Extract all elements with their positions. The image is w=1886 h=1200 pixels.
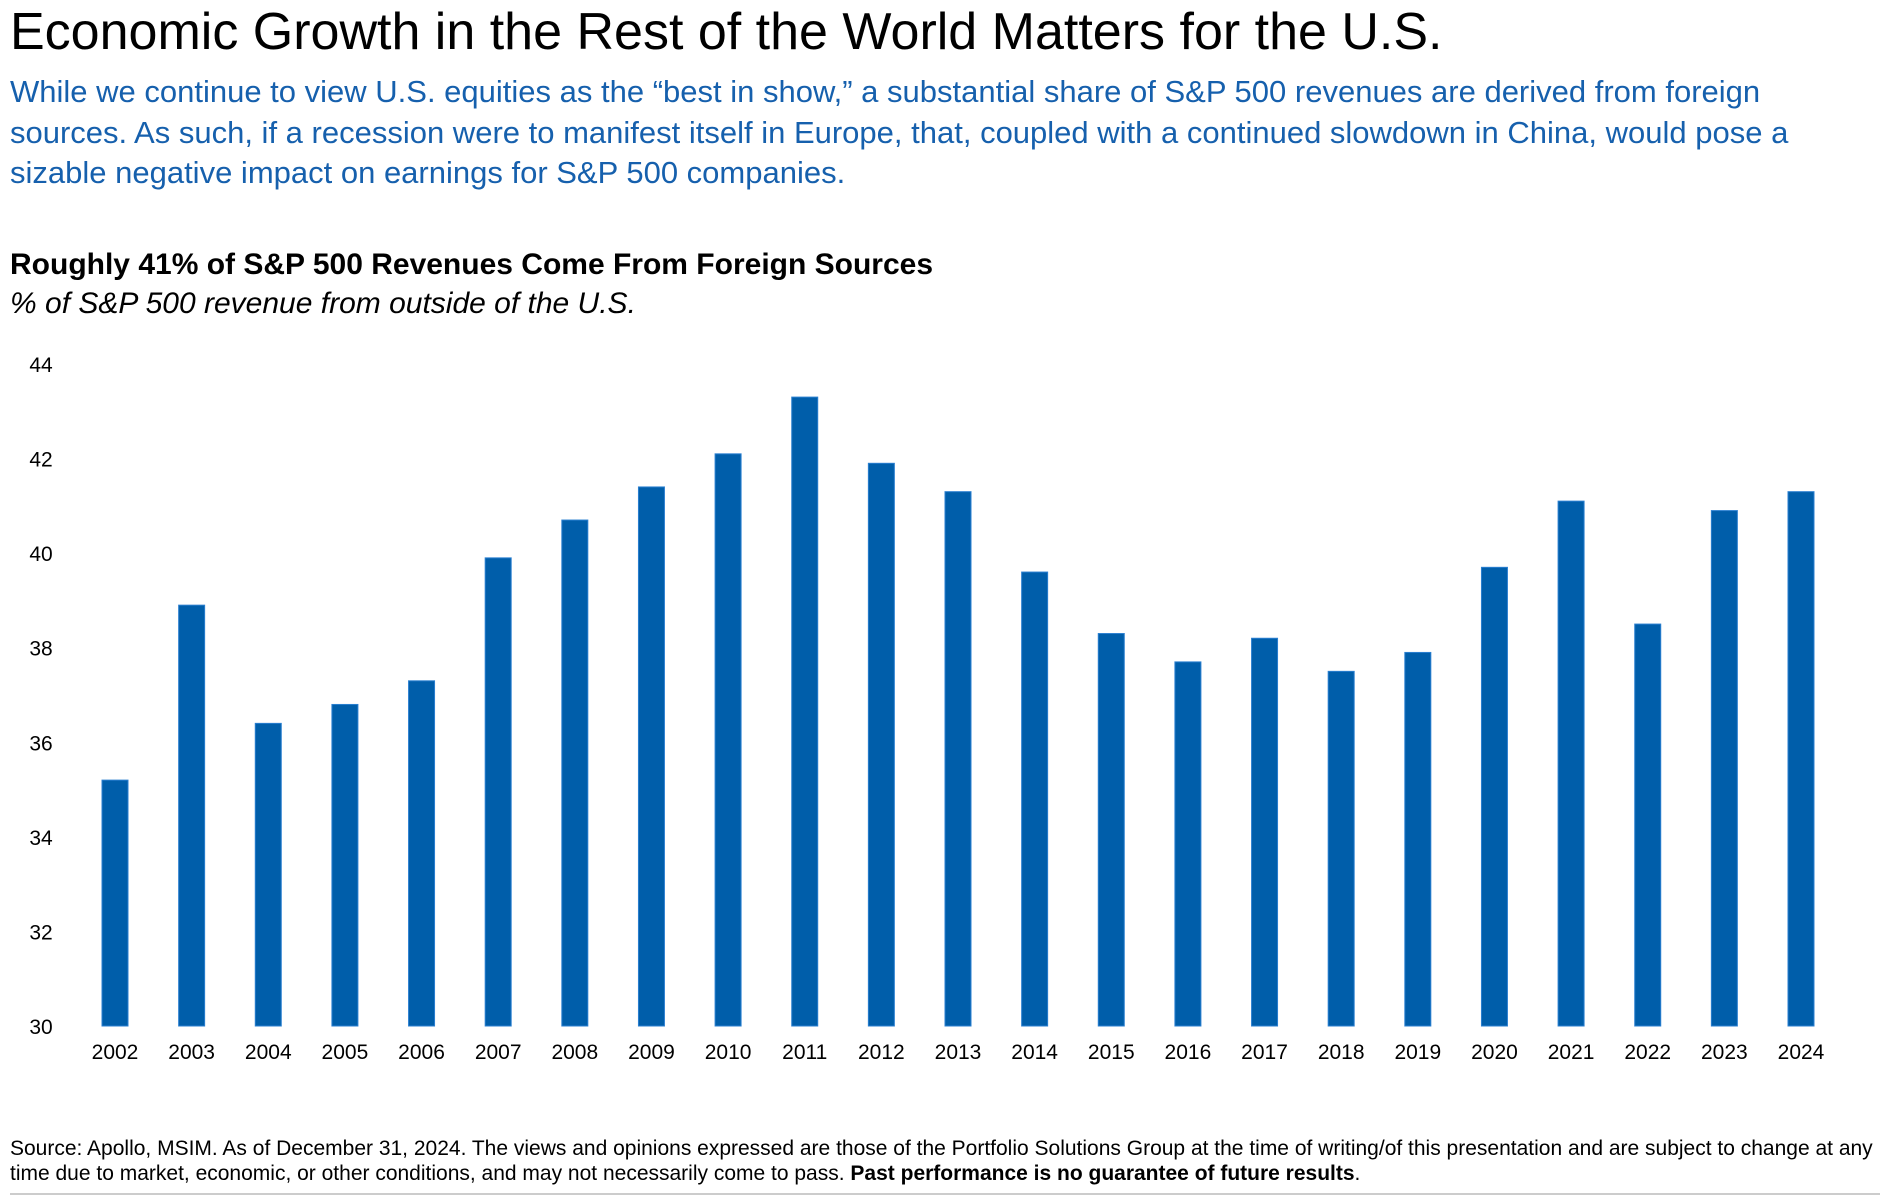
y-tick-label: 40: [29, 543, 52, 566]
source-text: Source: Apollo, MSIM. As of December 31,…: [10, 1137, 1873, 1185]
bars: [101, 396, 1815, 1027]
x-tick-label: 2016: [1165, 1041, 1212, 1064]
bar-2005: [331, 703, 359, 1027]
chart-subtitle: % of S&P 500 revenue from outside of the…: [10, 287, 636, 320]
y-tick-label: 38: [29, 638, 52, 661]
bar-2007: [484, 557, 512, 1027]
bar-2003: [178, 604, 206, 1027]
bar-2016: [1174, 661, 1202, 1027]
x-tick-label: 2004: [245, 1041, 292, 1064]
chart-title: Roughly 41% of S&P 500 Revenues Come Fro…: [10, 248, 934, 281]
x-tick-label: 2005: [322, 1041, 369, 1064]
bar-2020: [1480, 566, 1508, 1027]
bar-2023: [1710, 510, 1738, 1027]
x-tick-label: 2022: [1624, 1041, 1671, 1064]
page-title: Economic Growth in the Rest of the World…: [10, 3, 1443, 61]
x-tick-label: 2012: [858, 1041, 905, 1064]
bar-2011: [791, 396, 819, 1027]
x-tick-label: 2019: [1394, 1041, 1441, 1064]
x-tick-label: 2021: [1548, 1041, 1595, 1064]
x-tick-label: 2024: [1778, 1041, 1825, 1064]
y-tick-label: 32: [29, 921, 52, 944]
x-tick-label: 2010: [705, 1041, 752, 1064]
x-tick-label: 2018: [1318, 1041, 1365, 1064]
x-tick-label: 2006: [398, 1041, 445, 1064]
bar-2018: [1327, 670, 1355, 1027]
bar-2012: [867, 462, 895, 1027]
x-tick-label: 2017: [1241, 1041, 1288, 1064]
bar-2009: [637, 486, 665, 1027]
bar-2021: [1557, 500, 1585, 1027]
bar-2013: [944, 491, 972, 1027]
y-tick-label: 30: [29, 1016, 52, 1039]
bar-2010: [714, 453, 742, 1027]
disclaimer-text: Past performance is no guarantee of futu…: [850, 1162, 1355, 1185]
lead-paragraph: While we continue to view U.S. equities …: [10, 74, 1789, 190]
x-tick-label: 2007: [475, 1041, 522, 1064]
bar-2004: [254, 722, 282, 1027]
bar-2017: [1251, 637, 1279, 1027]
bar-2022: [1634, 623, 1662, 1027]
bar-2024: [1787, 491, 1815, 1027]
bar-2002: [101, 779, 129, 1027]
x-tick-label: 2015: [1088, 1041, 1135, 1064]
x-tick-label: 2023: [1701, 1041, 1748, 1064]
footnote: Source: Apollo, MSIM. As of December 31,…: [10, 1136, 1880, 1186]
footnote-period: .: [1354, 1162, 1361, 1185]
x-tick-label: 2002: [92, 1041, 139, 1064]
bar-2008: [561, 519, 589, 1027]
x-tick-label: 2020: [1471, 1041, 1518, 1064]
bar-2019: [1404, 651, 1432, 1027]
bar-2015: [1097, 633, 1125, 1027]
x-tick-label: 2011: [782, 1041, 827, 1064]
bar-2014: [1021, 571, 1049, 1027]
x-tick-label: 2014: [1011, 1041, 1058, 1064]
x-axis: 2002 2003 2004 2005 2006 2007 2008 2009 2010 2011…: [92, 1041, 1825, 1064]
y-tick-label: 44: [29, 354, 53, 377]
x-tick-label: 2013: [935, 1041, 982, 1064]
x-tick-label: 2008: [551, 1041, 598, 1064]
bar-2006: [408, 680, 436, 1027]
y-tick-label: 34: [29, 827, 53, 850]
x-tick-label: 2009: [628, 1041, 675, 1064]
y-axis: 30 32 34 36 38 40 42 44: [29, 354, 53, 1039]
x-tick-label: 2003: [168, 1041, 215, 1064]
y-tick-label: 36: [29, 732, 52, 755]
y-tick-label: 42: [29, 449, 52, 472]
divider: [10, 1193, 1880, 1195]
